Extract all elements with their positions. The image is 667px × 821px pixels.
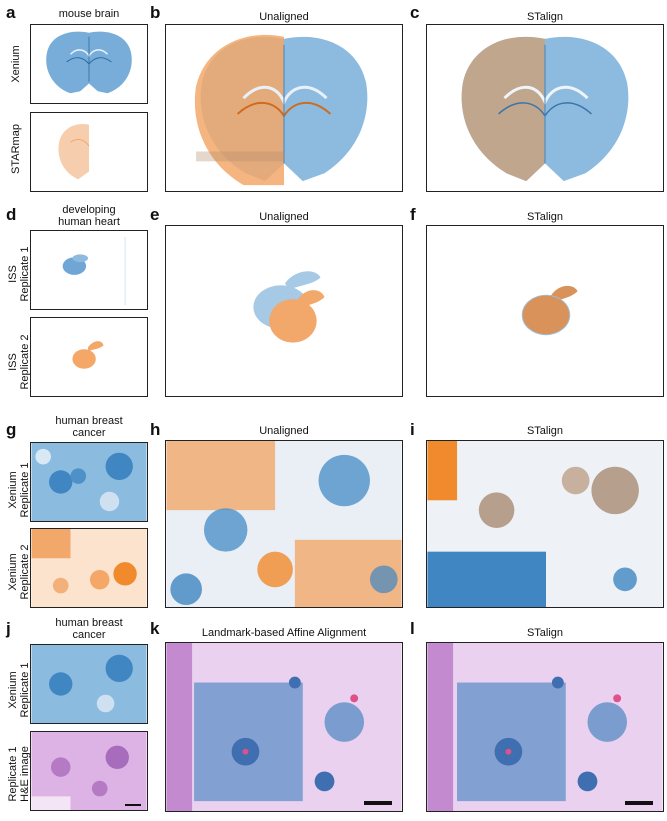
panel-label-e: e xyxy=(150,205,160,224)
panel-j-he-image xyxy=(30,731,148,811)
row-label-xenium-rep2: Xenium Replicate 2 xyxy=(7,544,31,600)
scale-bar-j xyxy=(125,804,141,806)
brain-starmap-tissue xyxy=(58,124,90,180)
panel-label-b: b xyxy=(150,3,161,22)
panel-d-iss-rep2 xyxy=(30,317,148,397)
panel-l-stalign-he xyxy=(426,642,664,812)
row-label-starmap: STARmap xyxy=(10,124,22,174)
panel-b-unaligned-brain xyxy=(165,24,403,192)
row-label-he-image: Replicate 1 H&E image xyxy=(7,746,31,802)
row-label-iss-rep2: ISS Replicate 2 xyxy=(7,334,31,390)
landmark-affine-overlay xyxy=(166,643,402,811)
panel-i-title: STalign xyxy=(526,425,564,437)
row-label-xenium-rep1-he: Xenium Replicate 1 xyxy=(7,662,31,718)
panel-j-xenium-rep1 xyxy=(30,644,148,724)
panel-e-title: Unaligned xyxy=(259,211,309,223)
panel-label-i: i xyxy=(410,420,415,439)
scale-bar-l xyxy=(625,801,653,805)
stalign-brain-overlay xyxy=(461,36,629,182)
unaligned-brain-overlay xyxy=(194,34,368,186)
panel-b-title: Unaligned xyxy=(259,11,309,23)
panel-i-stalign-breast xyxy=(426,440,664,608)
scale-bar-k xyxy=(364,801,392,805)
row-label-xenium-rep1: Xenium Replicate 1 xyxy=(7,462,31,518)
panel-g-xenium-rep1 xyxy=(30,442,148,522)
row-label-iss-rep1: ISS Replicate 1 xyxy=(7,246,31,302)
panel-label-g: g xyxy=(6,420,17,439)
panel-h-title: Unaligned xyxy=(259,425,309,437)
panel-f-title: STalign xyxy=(526,211,564,223)
unaligned-heart-overlay xyxy=(253,271,325,343)
panel-label-h: h xyxy=(150,420,161,439)
panel-label-c: c xyxy=(410,3,420,22)
breast-rep2-tissue xyxy=(31,529,147,607)
panel-label-f: f xyxy=(410,205,416,224)
panel-k-landmark-affine xyxy=(165,642,403,812)
row-title-breast-2: human breast cancer xyxy=(55,617,123,641)
panel-h-unaligned-breast xyxy=(165,440,403,608)
panel-a-starmap-brain xyxy=(30,112,148,192)
stalign-heart-overlay xyxy=(521,285,578,336)
panel-label-l: l xyxy=(410,619,415,638)
breast-rep1-tissue xyxy=(31,443,147,521)
panel-label-d: d xyxy=(6,205,17,224)
panel-l-title: STalign xyxy=(526,627,564,639)
panel-a-xenium-brain xyxy=(30,24,148,104)
panel-c-title: STalign xyxy=(526,11,564,23)
row-label-xenium: Xenium xyxy=(10,45,22,83)
he-image-tissue xyxy=(31,732,147,810)
panel-k-title: Landmark-based Affine Alignment xyxy=(201,627,367,639)
panel-c-stalign-brain xyxy=(426,24,664,192)
unaligned-breast-overlay xyxy=(166,441,402,607)
panel-d-iss-rep1 xyxy=(30,230,148,310)
panel-label-j: j xyxy=(6,619,11,638)
heart-rep1-tissue xyxy=(62,236,126,306)
stalign-he-overlay xyxy=(427,643,663,811)
row-title-breast-1: human breast cancer xyxy=(55,415,123,439)
heart-rep2-tissue xyxy=(72,341,104,369)
panel-g-xenium-rep2 xyxy=(30,528,148,608)
panel-f-stalign-heart xyxy=(426,225,664,397)
row-title-mouse-brain: mouse brain xyxy=(58,8,120,20)
breast-j-rep1-tissue xyxy=(31,645,147,723)
panel-label-k: k xyxy=(150,619,160,638)
brain-xenium-tissue xyxy=(46,31,132,94)
stalign-breast-overlay xyxy=(427,441,663,607)
row-title-heart: developing human heart xyxy=(58,204,120,228)
panel-e-unaligned-heart xyxy=(165,225,403,397)
panel-label-a: a xyxy=(6,3,16,22)
